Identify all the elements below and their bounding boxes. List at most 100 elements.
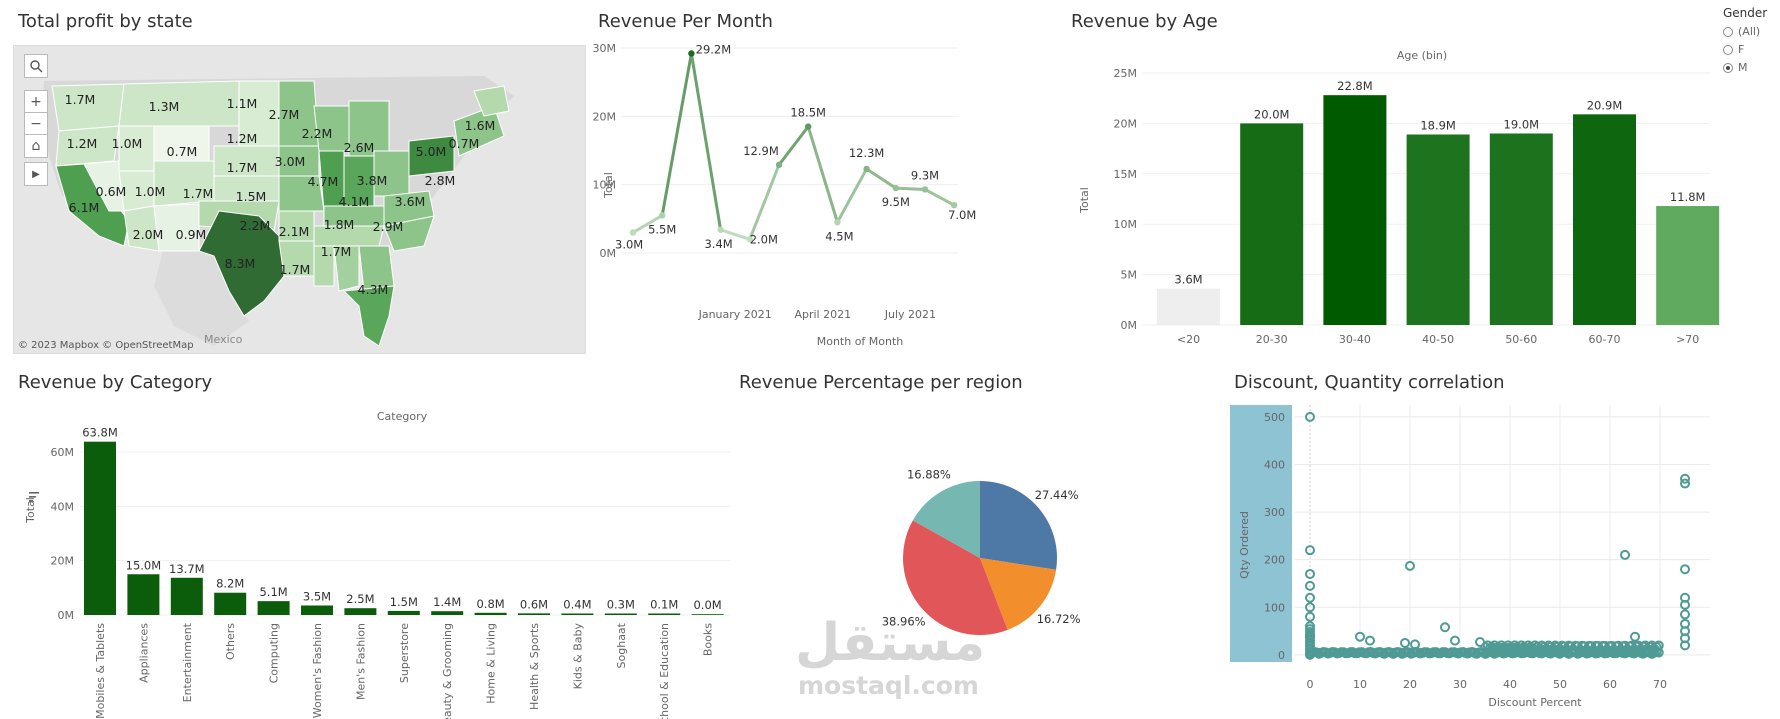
state-label: 3.6M	[395, 194, 426, 209]
scatter-point[interactable]	[1680, 640, 1690, 651]
state-ms[interactable]	[313, 245, 335, 287]
category-bar[interactable]	[561, 613, 594, 616]
age-bar[interactable]	[1489, 133, 1553, 325]
scatter-point[interactable]	[1630, 631, 1640, 642]
age-bar[interactable]	[1323, 95, 1387, 325]
state-label: 4.3M	[358, 282, 389, 297]
gender-option-m[interactable]: M	[1723, 61, 1767, 74]
category-bar[interactable]	[170, 577, 203, 615]
month-point[interactable]	[775, 161, 783, 169]
state-me[interactable]	[473, 85, 510, 117]
state-al[interactable]	[333, 245, 360, 292]
age-bar[interactable]	[1240, 123, 1304, 326]
month-point[interactable]	[659, 212, 666, 219]
scatter-point[interactable]	[1305, 592, 1315, 603]
scatter-point[interactable]	[1680, 564, 1690, 575]
age-bar[interactable]	[1573, 114, 1636, 325]
category-bar[interactable]	[301, 605, 333, 615]
scatter-point[interactable]	[1653, 640, 1664, 651]
state-pa-ny[interactable]	[408, 135, 455, 177]
scatter-point[interactable]	[1440, 622, 1450, 633]
category-bar[interactable]	[127, 574, 160, 615]
state-label: 6.1M	[69, 200, 100, 215]
map-zoom-in-button[interactable]: +	[24, 90, 48, 114]
scatter-point[interactable]	[1680, 609, 1690, 620]
age-bar[interactable]	[1656, 206, 1720, 325]
gender-option-f[interactable]: F	[1723, 43, 1767, 56]
sort-icon[interactable]	[29, 492, 39, 502]
scatter-point[interactable]	[1450, 635, 1460, 646]
month-point[interactable]	[717, 226, 724, 233]
map-home-button[interactable]: ⌂	[24, 134, 48, 158]
category-bar[interactable]	[84, 441, 116, 615]
month-point[interactable]	[746, 236, 753, 243]
age-bar[interactable]	[1157, 288, 1220, 325]
gender-option-all[interactable]: (All)	[1723, 25, 1767, 38]
category-bar[interactable]	[214, 592, 247, 615]
month-point[interactable]	[834, 219, 841, 226]
scatter-point[interactable]	[1305, 630, 1315, 641]
category-bar[interactable]	[387, 610, 420, 615]
scatter-point[interactable]	[1305, 545, 1315, 556]
scatter-point[interactable]	[1475, 637, 1485, 648]
category-bar[interactable]	[648, 613, 681, 616]
category-bar[interactable]	[474, 612, 507, 615]
month-point[interactable]	[892, 184, 899, 192]
category-bar[interactable]	[518, 613, 550, 615]
scatter-xtick: 30	[1453, 678, 1467, 691]
month-value-label: 12.9M	[743, 144, 779, 158]
month-value-label: 3.4M	[704, 237, 732, 251]
category-bar[interactable]	[431, 611, 464, 615]
scatter-point[interactable]	[1680, 473, 1690, 484]
watermark-latin: mostaql.com	[798, 671, 979, 700]
scatter-point[interactable]	[1305, 602, 1315, 613]
month-point[interactable]	[921, 186, 929, 193]
state-label: 0.7M	[167, 144, 198, 159]
map-search-button[interactable]	[24, 54, 48, 78]
pie-slice[interactable]	[903, 520, 1008, 635]
mexico-land	[154, 246, 249, 346]
scatter-point[interactable]	[1405, 560, 1415, 571]
state-label: 1.2M	[67, 136, 98, 151]
scatter-ytick: 400	[1264, 458, 1285, 471]
month-point[interactable]	[805, 123, 812, 130]
scatter-point[interactable]	[1305, 580, 1315, 591]
category-bar[interactable]	[257, 601, 290, 615]
category-bar[interactable]	[604, 613, 637, 616]
scatter-point[interactable]	[1365, 635, 1375, 646]
pie-percent-label: 38.96%	[882, 615, 926, 629]
month-line-segment	[777, 125, 810, 166]
state-tx[interactable]	[198, 210, 285, 317]
age-ytick: 10M	[1114, 218, 1138, 231]
scatter-point[interactable]	[1680, 478, 1690, 489]
map-zoom-out-button[interactable]: −	[24, 112, 48, 136]
scatter-point[interactable]	[1410, 639, 1420, 650]
state-ne-states[interactable]	[453, 105, 505, 157]
usa-map[interactable]: 1.7M 1.3M 1.1M 1.6M 1.2M 1.0M 0.7M 1.2M …	[13, 45, 586, 354]
scatter-point[interactable]	[1305, 621, 1315, 632]
pie-slice[interactable]	[980, 558, 1057, 630]
age-ytick: 15M	[1114, 168, 1138, 181]
category-bar[interactable]	[691, 614, 724, 615]
state-fl[interactable]	[342, 285, 395, 347]
month-point[interactable]	[688, 50, 695, 57]
scatter-point[interactable]	[1355, 631, 1365, 642]
scatter-point[interactable]	[1680, 599, 1690, 610]
pie-slice[interactable]	[912, 481, 980, 558]
state-va[interactable]	[383, 190, 435, 227]
scatter-point[interactable]	[1305, 611, 1315, 622]
scatter-point[interactable]	[1620, 549, 1630, 560]
category-bar[interactable]	[344, 608, 377, 615]
age-ytick: 0M	[1121, 319, 1138, 332]
month-point[interactable]	[951, 201, 958, 209]
age-bar[interactable]	[1406, 134, 1470, 325]
month-point[interactable]	[863, 165, 870, 173]
scatter-point[interactable]	[1305, 568, 1315, 579]
map-attribution: © 2023 Mapbox © OpenStreetMap	[18, 340, 194, 351]
map-expand-button[interactable]: ▶	[24, 162, 48, 186]
scatter-point[interactable]	[1400, 637, 1410, 648]
category-value-label: 1.5M	[390, 595, 418, 609]
pie-slice[interactable]	[980, 481, 1057, 570]
month-point[interactable]	[629, 229, 637, 236]
scatter-point[interactable]	[1305, 411, 1315, 422]
